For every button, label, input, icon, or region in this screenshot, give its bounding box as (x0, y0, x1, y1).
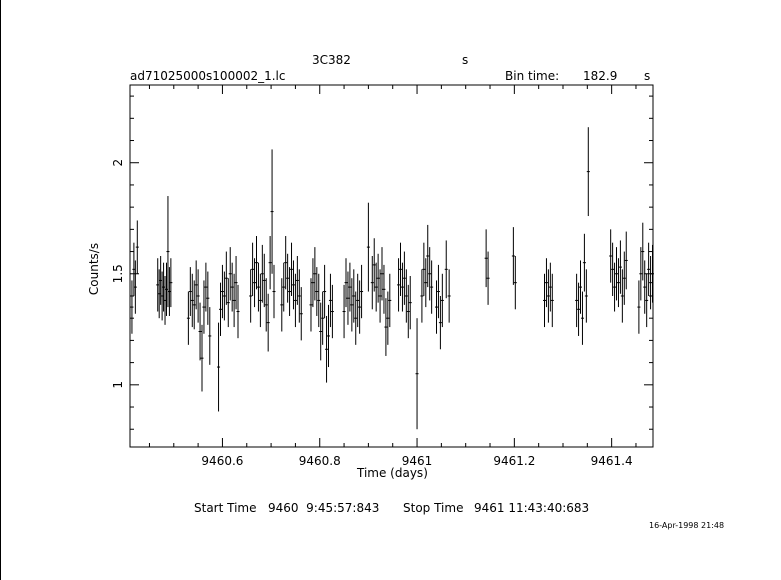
bin-time-label: Bin time: (505, 69, 560, 83)
start-time-value: 9460 9:45:57:843 (268, 501, 380, 515)
plot-frame (129, 84, 654, 448)
plot-timestamp: 16-Apr-1998 21:48 (649, 521, 725, 530)
y-tick-label: 1.5 (111, 264, 125, 283)
x-tick-label: 9460.6 (201, 454, 243, 468)
x-tick-label: 9460.8 (299, 454, 341, 468)
x-tick-label: 9461.2 (493, 454, 535, 468)
y-tick-label: 1 (111, 381, 125, 389)
stop-time-value: 9461 11:43:40:683 (474, 501, 590, 515)
stop-time-label: Stop Time (403, 501, 464, 515)
x-tick-label: 9461.4 (591, 454, 633, 468)
bin-time-value: 182.9 (583, 69, 618, 83)
bin-time-unit: s (644, 69, 651, 83)
y-tick-label: 2 (111, 159, 125, 167)
start-time-label: Start Time (194, 501, 257, 515)
object-unit: s (462, 53, 469, 67)
file-name: ad71025000s100002_1.lc (130, 69, 286, 83)
object-name: 3C382 (312, 53, 351, 67)
y-axis-label: Counts/s (87, 243, 101, 295)
left-window-border (0, 0, 1, 580)
x-tick-label: 9461 (402, 454, 433, 468)
x-axis-label: Time (days) (357, 466, 428, 480)
